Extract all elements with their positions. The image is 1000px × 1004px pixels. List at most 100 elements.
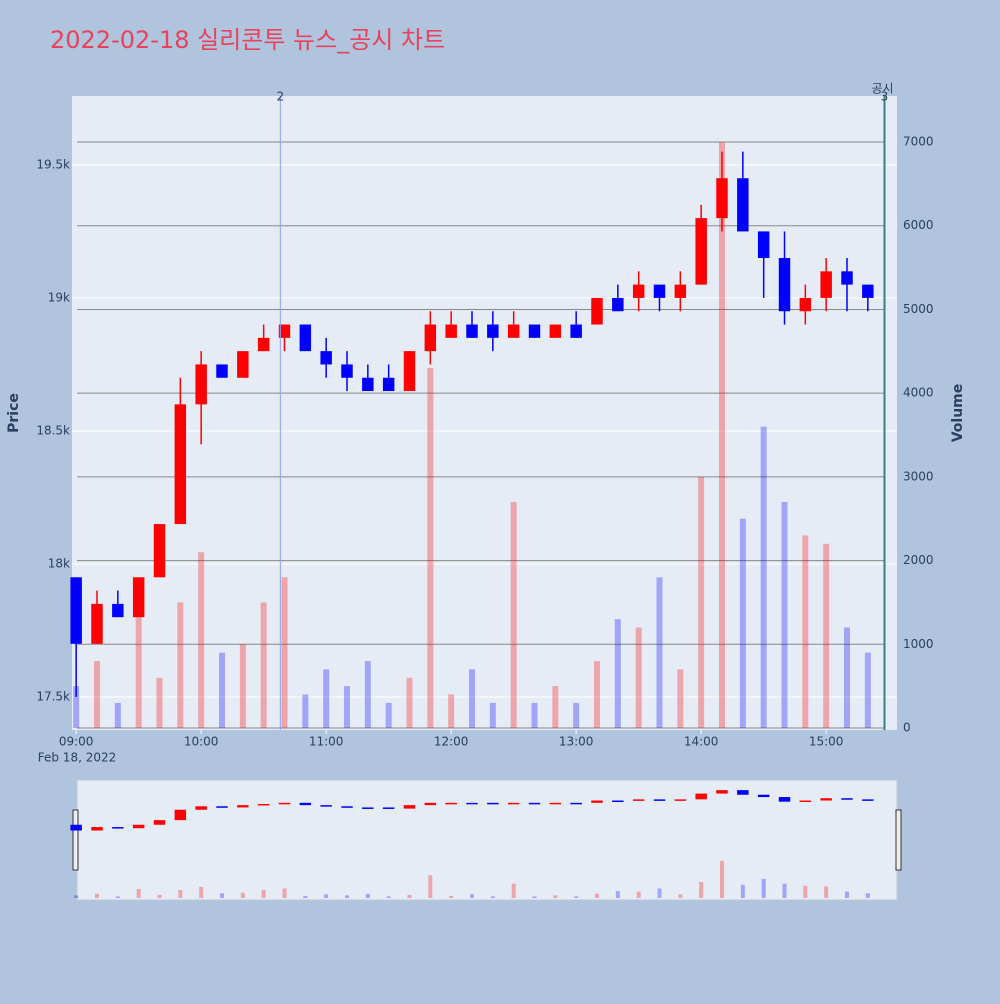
- mini-volume-bar: [74, 895, 79, 898]
- candle-body: [299, 324, 312, 352]
- volume-bar: [156, 677, 163, 728]
- candle-body: [382, 377, 395, 392]
- x-tick-label: 15:00: [809, 735, 844, 749]
- candle-body: [278, 324, 291, 338]
- x-tick-label: 12:00: [434, 735, 469, 749]
- mini-volume-bar: [761, 878, 766, 898]
- volume-bar: [739, 518, 746, 728]
- candle-body: [799, 297, 812, 312]
- range-slider: [76, 779, 898, 901]
- candle-body: [570, 324, 582, 338]
- candle-body: [528, 324, 541, 338]
- mini-volume-bar: [657, 888, 662, 898]
- volume-bar: [281, 577, 288, 728]
- candle-body: [257, 337, 270, 352]
- candle-body: [716, 178, 728, 219]
- y2-tick-label: 2000: [903, 553, 934, 567]
- mini-volume-bar: [449, 895, 454, 898]
- volume-bar: [719, 142, 725, 728]
- candle-body: [195, 364, 207, 405]
- volume-bar: [594, 661, 600, 728]
- volume-bar: [177, 602, 184, 728]
- mini-candle: [341, 806, 353, 808]
- volume-bar: [510, 501, 517, 728]
- mini-candle: [653, 799, 666, 801]
- mini-volume-bar: [845, 891, 849, 898]
- candle-body: [841, 271, 853, 285]
- annotation-label: 3: [881, 90, 889, 104]
- candle-body: [112, 603, 124, 618]
- candle-body: [507, 324, 520, 338]
- y-tick-label: 18k: [48, 556, 70, 570]
- x-date-label: Feb 18, 2022: [38, 751, 117, 765]
- candle-body: [237, 351, 249, 378]
- candle-body: [737, 178, 749, 232]
- slider-handle[interactable]: [72, 809, 79, 871]
- volume-bar: [406, 677, 413, 728]
- mini-volume-bar: [699, 882, 704, 898]
- y2-tick-label: 6000: [903, 218, 934, 232]
- mini-volume-bar: [678, 894, 683, 898]
- mini-candle: [674, 799, 687, 801]
- volume-bar: [781, 501, 788, 728]
- mini-candle: [528, 802, 541, 805]
- volume-bar: [73, 686, 80, 728]
- mini-candle: [299, 802, 312, 806]
- candle-body: [466, 324, 478, 338]
- mini-volume-bar: [824, 886, 829, 898]
- volume-bar: [489, 702, 496, 728]
- slider-handle[interactable]: [895, 809, 902, 871]
- annotation-label: 2: [277, 90, 285, 104]
- mini-candle: [841, 798, 853, 800]
- mini-candle: [382, 807, 395, 809]
- mini-volume-bar: [470, 894, 474, 898]
- mini-candle: [112, 827, 124, 829]
- mini-candle: [257, 803, 270, 806]
- mini-volume-bar: [240, 892, 245, 898]
- volume-bar: [323, 669, 330, 728]
- candle-body: [778, 258, 791, 312]
- mini-volume-bar: [574, 896, 579, 898]
- y-axis-label: Price: [6, 393, 22, 433]
- mini-candle: [612, 800, 624, 803]
- candle-body: [632, 284, 645, 298]
- volume-bar: [94, 661, 100, 728]
- volume-bar: [656, 577, 663, 728]
- candle-body: [487, 324, 499, 338]
- volume-bar: [802, 535, 809, 728]
- volume-bar: [823, 543, 830, 728]
- volume-bar: [552, 686, 559, 728]
- candle-body: [820, 271, 832, 298]
- mini-volume-bar: [553, 895, 558, 898]
- volume-bar: [239, 644, 246, 728]
- candle-body: [445, 324, 457, 338]
- y2-tick-label: 0: [903, 720, 911, 734]
- mini-candle: [799, 800, 812, 803]
- volume-bar: [469, 669, 475, 728]
- mini-volume-bar: [595, 893, 599, 898]
- mini-candle: [403, 805, 416, 809]
- volume-bar: [344, 686, 350, 728]
- mini-candle: [737, 790, 749, 795]
- annotation-category: 공시: [871, 82, 893, 96]
- candle-body: [403, 351, 416, 392]
- candle-body: [70, 577, 82, 644]
- mini-volume-bar: [282, 888, 287, 898]
- mini-candle: [237, 805, 249, 808]
- candle-body: [341, 364, 353, 378]
- volume-bar: [531, 702, 538, 728]
- mini-candle: [174, 809, 187, 821]
- candle-body: [695, 218, 707, 285]
- mini-candle: [507, 802, 520, 805]
- mini-volume-bar: [220, 893, 224, 898]
- mini-volume-bar: [740, 884, 745, 898]
- mini-candle: [445, 802, 457, 805]
- mini-volume-bar: [615, 891, 620, 898]
- mini-candle: [632, 799, 645, 801]
- volume-bar: [198, 552, 205, 728]
- candle-body: [612, 297, 624, 312]
- candle-body: [320, 351, 332, 365]
- candle-body: [862, 284, 874, 298]
- y-tick-label: 19.5k: [36, 157, 70, 171]
